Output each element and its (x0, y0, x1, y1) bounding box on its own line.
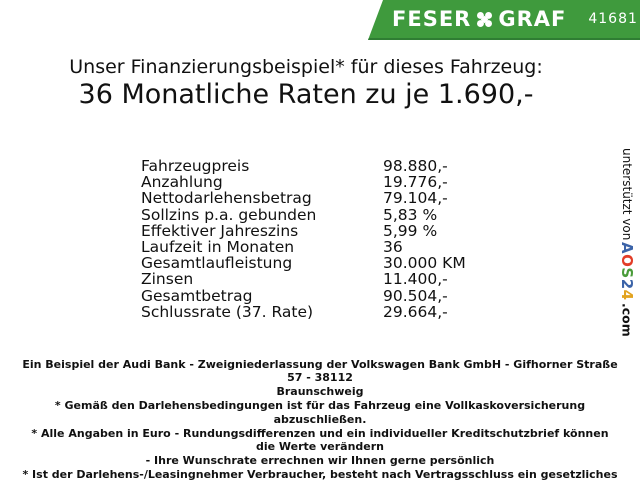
brand-feser-text: FESER (392, 7, 472, 31)
row-value: 36 (383, 238, 403, 257)
aos-letter: S (618, 267, 636, 280)
row-label: Effektiver Jahreszins (141, 221, 299, 240)
row-value: 29.664,- (383, 302, 448, 321)
row-label: Nettodarlehensbetrag (141, 189, 312, 208)
row-label: Laufzeit in Monaten (141, 238, 295, 257)
aos24-logo: AOS24 (618, 242, 636, 301)
row-value: 5,99 % (383, 221, 438, 240)
legal-withdrawal-note: * Ist der Darlehens-/Leasingnehmer Verbr… (20, 468, 620, 480)
legal-insurance-note: * Gemäß den Darlehensbedingungen ist für… (20, 399, 620, 426)
vehicle-number: 41681 (588, 11, 638, 27)
clover-x-icon (476, 11, 493, 28)
row-label: Gesamtbetrag (141, 286, 253, 305)
brand-banner: FESER GRAF 41681 (368, 0, 640, 40)
row-label: Schlussrate (37. Rate) (141, 302, 314, 321)
legal-bank-note: Ein Beispiel der Audi Bank - Zweignieder… (20, 358, 620, 398)
row-label: Fahrzeugpreis (141, 157, 250, 175)
headline-title: 36 Monatliche Raten zu je 1.690,- (78, 79, 534, 110)
row-label: Gesamtlaufleistung (141, 254, 293, 273)
row-label: Anzahlung (141, 173, 223, 192)
headline-subtitle: Unser Finanzierungsbeispiel* für dieses … (69, 56, 543, 78)
aos-letter: A (618, 242, 636, 255)
supporter-credit: unterstützt von AOS24 .com (618, 148, 636, 348)
brand-graf-text: GRAF (498, 7, 567, 31)
row-value: 19.776,- (383, 173, 448, 192)
finance-table: Fahrzeugpreis 98.880,- Anzahlung 19.776,- … (141, 158, 466, 320)
aos-letter: 2 (618, 279, 636, 290)
row-value: 98.880,- (383, 157, 448, 175)
legal-line: * Ist der Darlehens-/Leasingnehmer Verbr… (22, 468, 618, 480)
headline-block: Unser Finanzierungsbeispiel* für dieses … (0, 55, 612, 110)
row-value: 30.000 KM (383, 254, 466, 273)
legal-line: - Ihre Wunschrate errechnen wir Ihnen ge… (145, 453, 495, 467)
legal-line: * Gemäß den Darlehensbedingungen ist für… (54, 399, 586, 426)
legal-euro-note: * Alle Angaben in Euro - Rundungsdiffere… (20, 427, 620, 467)
legal-line: Braunschweig (276, 384, 364, 398)
row-label: Zinsen (141, 270, 194, 289)
aos-letter: O (618, 254, 636, 268)
supporter-prefix: unterstützt von (620, 148, 634, 241)
aos-letter: 4 (618, 290, 636, 301)
row-value: 11.400,- (383, 270, 448, 289)
legal-line: * Alle Angaben in Euro - Rundungsdiffere… (31, 427, 609, 454)
row-label: Sollzins p.a. gebunden (141, 205, 317, 224)
row-value: 5,83 % (383, 205, 438, 224)
legal-notes: Ein Beispiel der Audi Bank - Zweignieder… (20, 358, 620, 480)
row-value: 79.104,- (383, 189, 448, 208)
brand-logo: FESER GRAF (392, 7, 566, 31)
row-value: 90.504,- (383, 286, 448, 305)
legal-line: Ein Beispiel der Audi Bank - Zweignieder… (22, 358, 618, 385)
supporter-suffix: .com (619, 302, 635, 337)
